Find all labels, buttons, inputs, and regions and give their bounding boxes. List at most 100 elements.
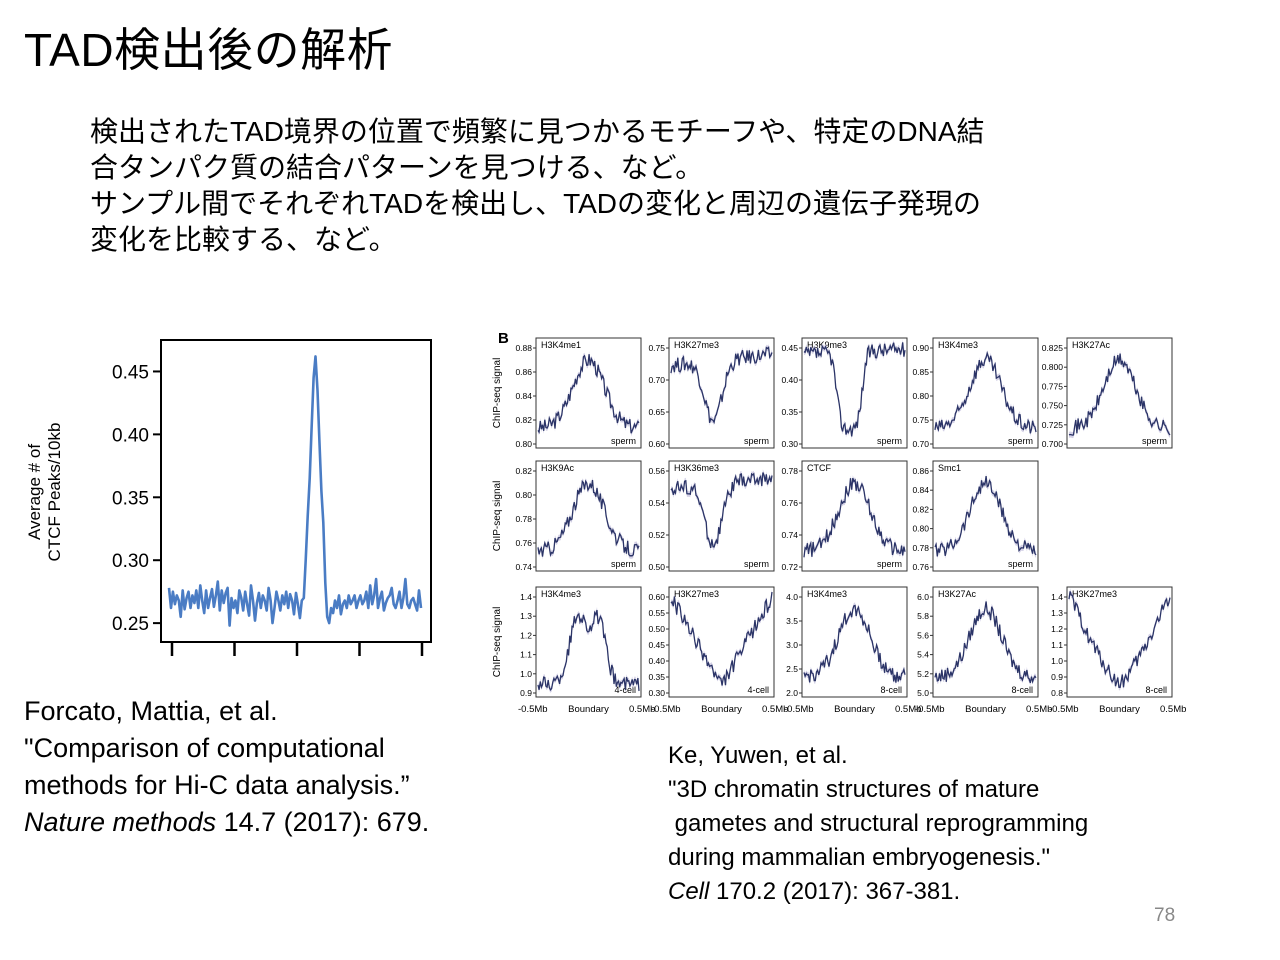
citation-authors: Ke, Yuwen, et al.: [668, 742, 848, 769]
y-tick-label: 0.85: [912, 367, 929, 377]
y-tick-label: 0.60: [648, 439, 665, 449]
panel-sample-label: sperm: [1142, 436, 1167, 446]
y-tick-label: 0.30: [112, 551, 149, 572]
y-tick-label: 0.30: [648, 688, 665, 698]
y-tick-label: 0.82: [515, 415, 532, 425]
y-tick-label: 0.9: [1051, 672, 1063, 682]
panel-mark-label: H3K36me3: [674, 463, 719, 473]
body-line: 変化を比較する、など。: [90, 224, 397, 255]
y-tick-label: 1.1: [1051, 640, 1063, 650]
y-tick-label: 5.0: [917, 688, 929, 698]
signal-line: [803, 477, 906, 558]
x-tick-label: Boundary: [834, 704, 875, 715]
signal-line: [537, 609, 640, 692]
y-tick-label: 1.3: [1051, 608, 1063, 618]
y-tick-label: 0.800: [1042, 362, 1064, 372]
signal-line: [803, 604, 906, 683]
signal-line: [670, 591, 773, 686]
x-tick-label: -0.5Mb: [651, 704, 681, 715]
chip-panel-frame: [668, 337, 775, 449]
panel-sample-label: sperm: [877, 559, 902, 569]
x-tick-label: Boundary: [568, 704, 609, 715]
y-tick-label: 3.0: [786, 640, 798, 650]
x-tick-label: -0.5Mb: [1049, 704, 1079, 715]
panel-mark-label: H3K9Ac: [541, 463, 575, 473]
chip-seq-panel-grid: B ChIP-seq signal ChIP-seq signal ChIP-seq …: [492, 330, 1186, 715]
y-axis-label: ChIP-seq signal: [492, 358, 503, 429]
x-tick-label: Boundary: [701, 704, 742, 715]
y-tick-label: 0.40: [781, 375, 798, 385]
x-tick-label: 0.5Mb: [629, 704, 655, 715]
y-tick-label: 0.35: [648, 672, 665, 682]
citation-journal: Nature methods: [24, 807, 217, 837]
signal-line: [803, 342, 906, 437]
citation-title-line: gametes and structural reprogramming: [668, 810, 1089, 837]
y-tick-label: 0.52: [648, 530, 665, 540]
y-tick-label: 0.50: [648, 562, 665, 572]
x-tick-label: 0.5Mb: [1026, 704, 1052, 715]
page-number: 78: [1154, 905, 1176, 926]
signal-band: [935, 598, 1036, 686]
y-tick-label: 0.72: [781, 562, 798, 572]
y-tick-label: 0.78: [781, 466, 798, 476]
y-tick-label: 0.725: [1042, 420, 1064, 430]
y-tick-label: 0.70: [648, 375, 665, 385]
body-line: 検出されたTAD境界の位置で頻繁に見つかるモチーフや、特定のDNA結: [90, 116, 985, 147]
x-tick-label: -0.5Mb: [915, 704, 945, 715]
y-tick-label: 0.56: [648, 466, 665, 476]
panel-sample-label: sperm: [1008, 559, 1033, 569]
panel-mark-label: H3K4me1: [541, 340, 581, 350]
panel-sample-label: sperm: [611, 559, 636, 569]
y-tick-label: 0.35: [112, 488, 149, 509]
panel-sample-label: 8-cell: [880, 685, 902, 695]
y-tick-label: 0.74: [781, 530, 798, 540]
y-tick-label: 0.76: [912, 562, 929, 572]
x-tick-label: -0.5Mb: [784, 704, 814, 715]
y-tick-label: 0.40: [112, 425, 149, 446]
y-tick-label: 1.4: [520, 592, 532, 602]
x-tick-label: Boundary: [965, 704, 1006, 715]
body-line: サンプル間でそれぞれTADを検出し、TADの変化と周辺の遺伝子発現の: [90, 188, 982, 219]
y-axis-label: Average # of: [28, 444, 44, 540]
y-tick-label: 0.750: [1042, 401, 1064, 411]
x-tick-label: Boundary: [1099, 704, 1140, 715]
y-tick-label: 2.5: [786, 664, 798, 674]
y-tick-label: 1.3: [520, 611, 532, 621]
panel-mark-label: H3K4me3: [938, 340, 978, 350]
y-tick-label: 0.60: [648, 592, 665, 602]
chip-panel-frame: [801, 337, 908, 449]
x-tick-label: 0.5Mb: [762, 704, 788, 715]
chip-panel-frame: [668, 460, 775, 572]
signal-line: [1068, 353, 1171, 436]
y-tick-label: 0.35: [781, 407, 798, 417]
y-tick-label: 4.0: [786, 592, 798, 602]
panel-sample-label: sperm: [1008, 436, 1033, 446]
signal-line: [1068, 591, 1171, 689]
signal-line: [537, 354, 640, 434]
y-tick-label: 0.70: [912, 439, 929, 449]
panel-mark-label: H3K27me3: [674, 589, 719, 599]
panel-mark-label: H3K27me3: [674, 340, 719, 350]
x-tick-label: 0.5Mb: [1160, 704, 1186, 715]
y-tick-label: 1.0: [1051, 656, 1063, 666]
panel-mark-label: H3K9me3: [807, 340, 847, 350]
y-tick-label: 0.80: [515, 439, 532, 449]
body-line: 合タンパク質の結合パターンを見つける、など。: [90, 152, 704, 183]
y-tick-label: 2.0: [786, 688, 798, 698]
y-tick-label: 5.8: [917, 611, 929, 621]
panel-sample-label: 8-cell: [1145, 685, 1167, 695]
y-tick-label: 1.4: [1051, 592, 1063, 602]
panel-sample-label: 8-cell: [1011, 685, 1033, 695]
signal-line: [934, 476, 1037, 557]
x-tick-label: 0.5Mb: [895, 704, 921, 715]
y-tick-label: 1.2: [1051, 624, 1063, 634]
y-tick-label: 0.45: [112, 362, 149, 383]
y-tick-label: 0.700: [1042, 439, 1064, 449]
panel-mark-label: H3K27Ac: [938, 589, 977, 599]
y-tick-label: 0.78: [515, 514, 532, 524]
y-tick-label: 1.1: [520, 650, 532, 660]
y-tick-label: 0.82: [912, 504, 929, 514]
y-tick-label: 0.78: [912, 543, 929, 553]
chip-panel-frame: [1066, 586, 1173, 698]
